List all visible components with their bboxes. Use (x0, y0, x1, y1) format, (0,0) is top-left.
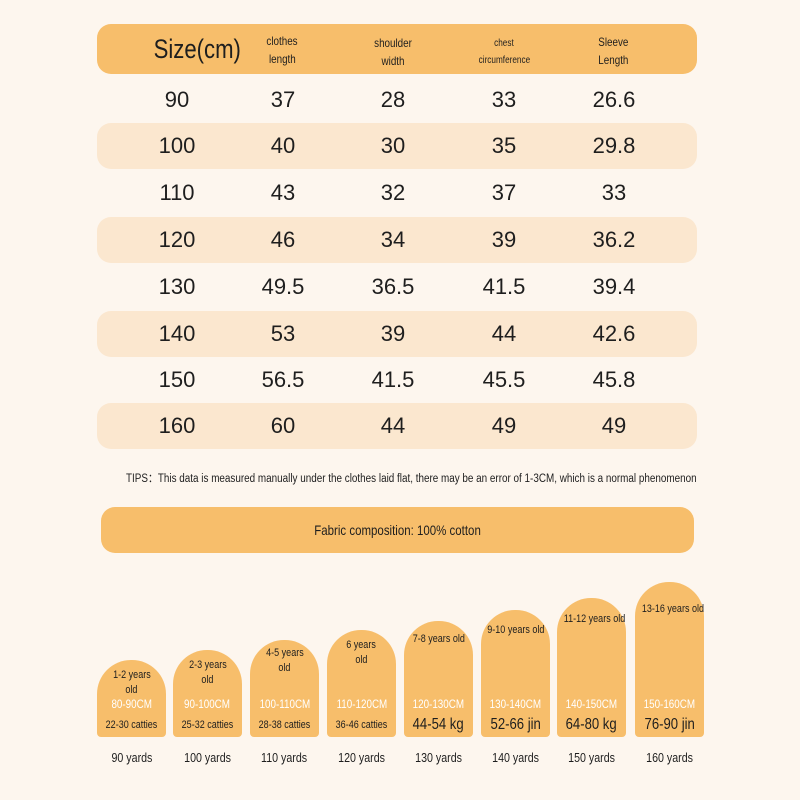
size-guide-bar: 9-10 years old 130-140CM 52-66 jin (481, 610, 550, 737)
table-row: 100 40 30 35 29.8 (97, 123, 697, 169)
age-label: 11-12 years old (563, 613, 626, 625)
cell-shoulder-width: 39 (380, 321, 406, 346)
header-sleeve-length-label: Sleeve Length (597, 35, 629, 67)
cell-clothes-length: 46 (270, 227, 296, 252)
weight-range: 25-32 catties (181, 719, 234, 731)
height-range: 90-100CM (184, 697, 231, 711)
size-guide-bar: 1-2 years old 80-90CM 22-30 catties (97, 660, 166, 737)
yard-label: 130 yards (415, 750, 462, 765)
yard-label: 160 yards (646, 750, 693, 765)
table-row: 160 60 44 49 49 (97, 403, 697, 449)
age-label: 9-10 years old (487, 624, 545, 636)
size-guide-bar: 6 years old 110-120CM 36-46 catties (327, 630, 396, 737)
yard-label: 100 yards (184, 750, 231, 765)
cell-chest: 49 (491, 413, 517, 438)
cell-sleeve-length: 45.8 (592, 367, 636, 392)
height-range: 100-110CM (259, 697, 310, 711)
table-row: 120 46 34 39 36.2 (97, 217, 697, 263)
yard-label: 110 yards (261, 750, 308, 765)
cell-shoulder-width: 34 (380, 227, 406, 252)
height-range: 150-160CM (643, 697, 696, 711)
age-label: 6 years old (346, 639, 377, 666)
cell-sleeve-length: 49 (601, 413, 627, 438)
cell-sleeve-length: 33 (601, 180, 627, 205)
age-label: 1-2 years old (112, 669, 151, 696)
cell-chest: 37 (491, 180, 517, 205)
cell-shoulder-width: 32 (380, 180, 406, 205)
cell-size: 100 (158, 133, 196, 158)
cell-clothes-length: 53 (270, 321, 296, 346)
measurement-tips: TIPS：This data is measured manually unde… (126, 473, 697, 485)
age-label: 13-16 years old (641, 603, 705, 615)
header-shoulder-width-label: shoulder width (374, 36, 412, 68)
cell-clothes-length: 56.5 (261, 367, 305, 392)
table-row: 110 43 32 37 33 (97, 170, 697, 216)
cell-clothes-length: 43 (270, 180, 296, 205)
cell-sleeve-length: 42.6 (592, 321, 636, 346)
height-range: 140-150CM (565, 697, 618, 711)
header-size: Size(cm) (153, 33, 241, 64)
cell-shoulder-width: 36.5 (371, 274, 415, 299)
weight-range: 76-90 jin (644, 716, 695, 733)
table-row: 130 49.5 36.5 41.5 39.4 (97, 264, 697, 310)
cell-clothes-length: 37 (270, 87, 296, 112)
cell-chest: 41.5 (482, 274, 526, 299)
cell-sleeve-length: 39.4 (592, 274, 636, 299)
size-guide-bar: 4-5 years old 100-110CM 28-38 catties (250, 640, 319, 737)
cell-chest: 45.5 (482, 367, 526, 392)
size-guide-bar: 7-8 years old 120-130CM 44-54 kg (404, 621, 473, 737)
yard-label: 140 yards (492, 750, 539, 765)
weight-range: 28-38 catties (258, 719, 311, 731)
cell-shoulder-width: 28 (380, 87, 406, 112)
age-label: 2-3 years old (188, 659, 227, 686)
height-range: 110-120CM (336, 697, 387, 711)
header-chest-circumference-label: chest circumference (478, 38, 530, 66)
table-row: 150 56.5 41.5 45.5 45.8 (97, 357, 697, 403)
size-guide-bar: 13-16 years old 150-160CM 76-90 jin (635, 582, 704, 737)
cell-shoulder-width: 44 (380, 413, 406, 438)
table-row: 140 53 39 44 42.6 (97, 311, 697, 357)
cell-clothes-length: 40 (270, 133, 296, 158)
height-range: 130-140CM (489, 697, 542, 711)
cell-chest: 35 (491, 133, 517, 158)
age-label: 7-8 years old (412, 633, 465, 645)
cell-size: 160 (158, 413, 196, 438)
table-header: Size(cm) (97, 24, 697, 74)
yard-label: 90 yards (111, 750, 152, 765)
yard-label: 150 yards (568, 750, 615, 765)
cell-clothes-length: 60 (270, 413, 296, 438)
header-clothes-length-label: clothes length (266, 34, 298, 66)
cell-size: 150 (158, 367, 196, 392)
weight-range: 64-80 kg (565, 716, 618, 733)
cell-chest: 39 (491, 227, 517, 252)
size-guide-bar: 11-12 years old 140-150CM 64-80 kg (557, 598, 626, 737)
weight-range: 22-30 catties (105, 719, 158, 731)
cell-size: 90 (164, 87, 190, 112)
weight-range: 36-46 catties (335, 719, 388, 731)
cell-sleeve-length: 26.6 (592, 87, 636, 112)
cell-size: 110 (159, 180, 195, 205)
cell-shoulder-width: 30 (380, 133, 406, 158)
cell-shoulder-width: 41.5 (371, 367, 415, 392)
cell-chest: 33 (491, 87, 517, 112)
cell-size: 140 (158, 321, 196, 346)
fabric-composition: Fabric composition: 100% cotton (101, 507, 694, 553)
weight-range: 52-66 jin (490, 716, 541, 733)
size-guide-bar: 2-3 years old 90-100CM 25-32 catties (173, 650, 242, 737)
table-row: 90 37 28 33 26.6 (97, 77, 697, 123)
weight-range: 44-54 kg (412, 716, 465, 733)
height-range: 120-130CM (412, 697, 465, 711)
cell-clothes-length: 49.5 (261, 274, 305, 299)
height-range: 80-90CM (111, 697, 152, 711)
yard-label: 120 yards (338, 750, 385, 765)
cell-chest: 44 (491, 321, 517, 346)
cell-size: 120 (158, 227, 196, 252)
cell-size: 130 (158, 274, 196, 299)
cell-sleeve-length: 36.2 (592, 227, 636, 252)
age-label: 4-5 years old (265, 647, 304, 674)
cell-sleeve-length: 29.8 (592, 133, 636, 158)
